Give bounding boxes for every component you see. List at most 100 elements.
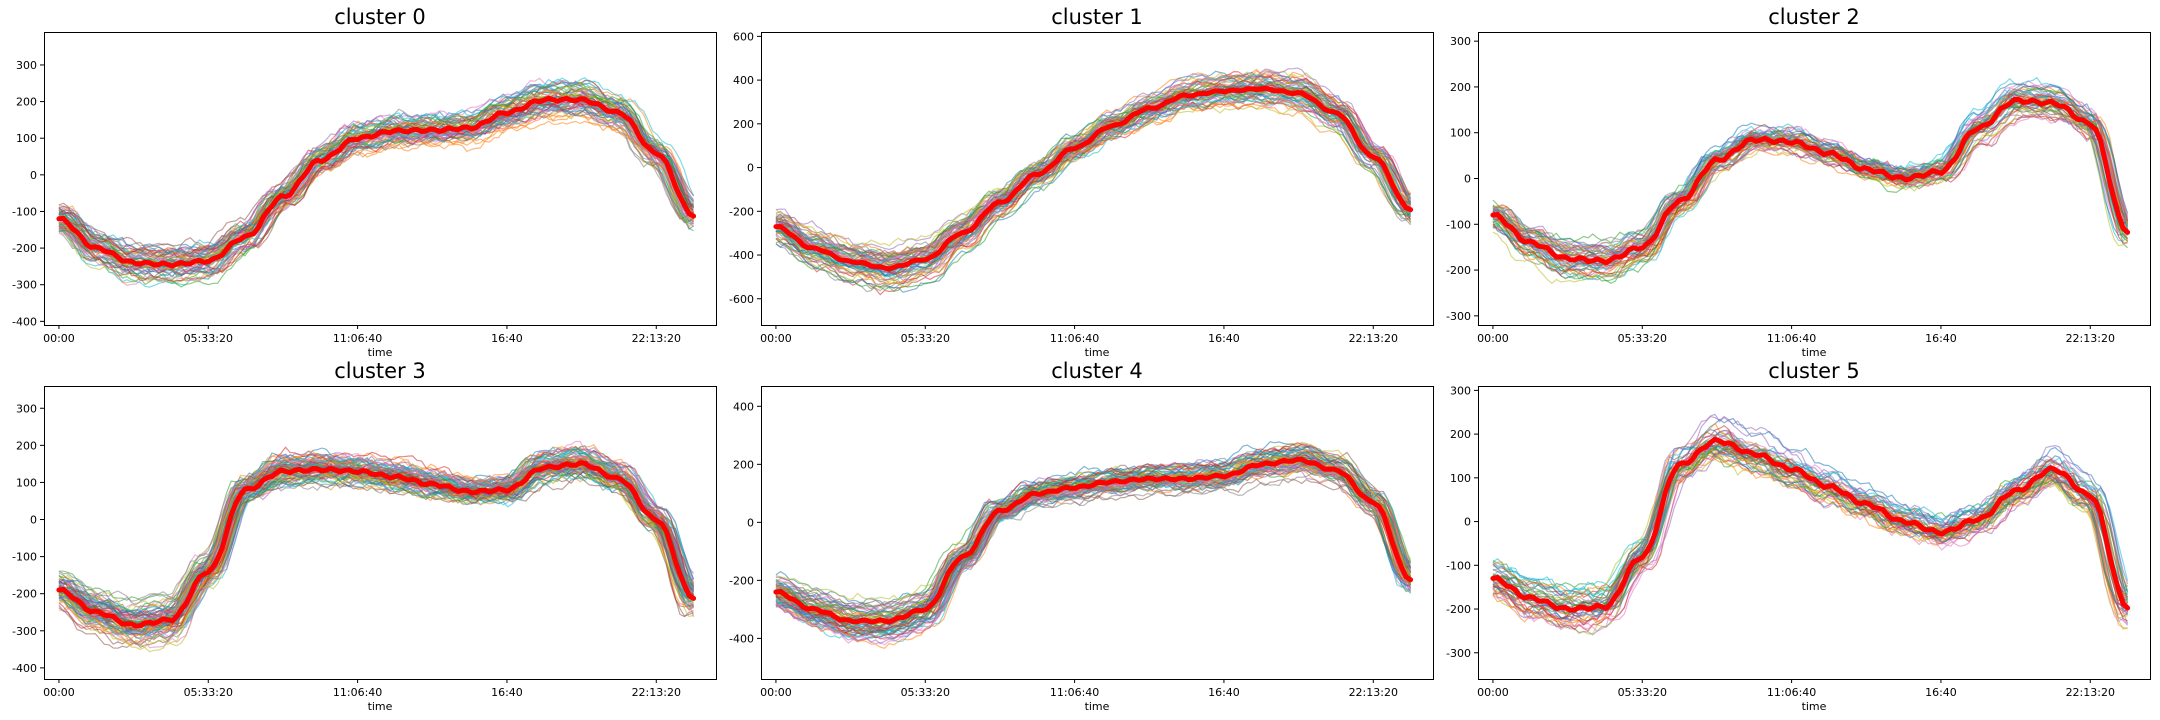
member-series-line [775,82,1412,289]
x-axis-label: time [1085,700,1110,713]
series-group [1490,76,2131,285]
x-axis-label: time [1085,346,1110,359]
member-series-line [1492,115,2129,265]
chart-title: cluster 1 [1051,5,1142,29]
member-series-line [1492,105,2128,259]
x-tick-label: 22:13:20 [2066,686,2115,699]
chart-panel-5: cluster 5 -300 -200 -100 0 100 200 300 00:00 05:3… [1446,359,2151,713]
member-series-line [775,94,1411,261]
centroid-series-line [1490,97,2131,266]
member-series-line [1492,92,2128,261]
x-tick-label: 11:06:40 [1050,686,1099,699]
y-tick-label: 200 [1450,81,1471,94]
series-group [1490,413,2131,636]
y-tick-label: -300 [12,279,37,292]
chart-panel-3: cluster 3 -400 -300 -200 -100 0 100 200 300 00:00… [12,359,717,713]
x-tick-label: 22:13:20 [1349,332,1398,345]
member-series-line [58,446,695,633]
member-series-line [775,443,1412,634]
x-tick-label: 16:40 [1208,332,1240,345]
x-tick-label: 16:40 [1925,686,1957,699]
chart-title: cluster 4 [1051,359,1142,383]
member-series-line [1492,113,2128,255]
y-tick-label: 200 [733,118,754,131]
y-tick-label: 200 [16,439,37,452]
x-tick-label: 22:13:20 [1349,686,1398,699]
y-tick-label: 0 [1464,516,1471,529]
y-tick-label: -200 [729,574,754,587]
axes-frame [1478,386,2151,680]
x-tick-label: 00:00 [760,332,792,345]
member-series-line [775,90,1411,261]
centroid-series-line [56,460,697,629]
member-series-line [775,91,1411,261]
series-group [56,76,697,288]
y-tick-label: 0 [1464,173,1471,186]
member-series-line [1492,104,2129,251]
member-series-line [1492,101,2128,244]
y-tick-label: -200 [729,205,754,218]
member-series-line [58,95,695,254]
member-series-line [1492,93,2128,259]
chart-title: cluster 0 [334,5,425,29]
axes-frame [44,386,717,680]
y-tick-label: 300 [1450,384,1471,397]
y-tick-label: -200 [12,242,37,255]
member-series-line [58,473,695,615]
member-series-line [775,473,1412,620]
y-tick-label: -400 [729,249,754,262]
member-series-line [58,475,695,620]
y-tick-label: -300 [1446,647,1471,660]
member-series-line [1492,431,2129,628]
y-tick-label: 400 [733,74,754,87]
x-axis-label: time [368,346,393,359]
member-series-line [1492,101,2128,248]
x-tick-label: 05:33:20 [901,332,950,345]
member-series-line [1492,95,2128,253]
x-tick-label: 05:33:20 [1618,686,1667,699]
member-series-line [1492,98,2128,262]
member-series-line [1492,94,2129,253]
member-series-line [1492,440,2128,597]
member-series-line [58,462,694,624]
member-series-line [1492,445,2129,632]
member-series-line [775,468,1412,624]
member-series-line [58,440,694,637]
chart-panel-2: cluster 2 -300 -200 -100 0 100 200 300 00:00 05:3… [1446,5,2151,359]
member-series-line [1492,99,2129,268]
x-tick-label: 00:00 [43,332,75,345]
member-series-line [1492,98,2128,256]
y-tick-label: -400 [729,632,754,645]
y-tick-label: -300 [12,625,37,638]
y-tick-label: -200 [12,588,37,601]
y-tick-label: 0 [747,162,754,175]
centroid-series-line [773,85,1414,272]
y-tick-label: 100 [1450,472,1471,485]
member-series-line [58,105,695,258]
x-tick-label: 00:00 [1477,686,1509,699]
x-tick-label: 05:33:20 [184,686,233,699]
y-tick-label: -100 [12,205,37,218]
series-group [56,440,697,653]
member-series-line [1492,439,2128,602]
member-series-line [1492,97,2129,256]
member-series-line [1492,106,2129,250]
member-series-line [58,447,694,636]
centroid-series-line [56,95,697,269]
y-tick-label: 0 [30,169,37,182]
member-series-line [775,446,1411,629]
member-series-line [58,465,694,618]
member-series-line [1492,96,2128,260]
member-series-line [1492,434,2129,628]
x-tick-label: 05:33:20 [184,332,233,345]
x-axis-label: time [1802,700,1827,713]
member-series-line [775,90,1411,258]
member-series-line [58,463,695,616]
y-tick-label: 100 [1450,127,1471,140]
y-tick-label: 300 [1450,35,1471,48]
x-tick-label: 00:00 [760,686,792,699]
member-series-line [775,71,1412,266]
axes-frame [1478,32,2151,326]
member-series-line [1492,94,2128,277]
y-tick-label: 300 [16,402,37,415]
